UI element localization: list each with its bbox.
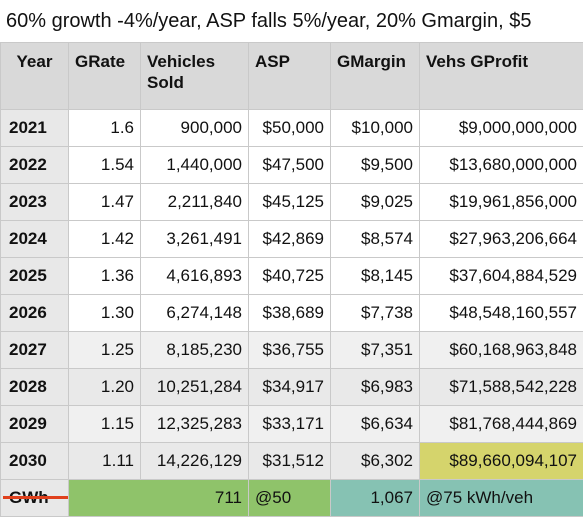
cell-asp[interactable]: $45,125: [249, 184, 331, 221]
cell-asp[interactable]: $34,917: [249, 369, 331, 406]
cell-asp[interactable]: $33,171: [249, 406, 331, 443]
cell-vehicles[interactable]: 8,185,230: [141, 332, 249, 369]
cell-gprofit[interactable]: $60,168,963,848: [420, 332, 583, 369]
cell-year[interactable]: 2024: [1, 221, 69, 258]
cell-gmargin[interactable]: $6,302: [331, 443, 420, 480]
cell-asp[interactable]: $42,869: [249, 221, 331, 258]
cell-grate[interactable]: 1.36: [69, 258, 141, 295]
cell-vehicles[interactable]: 14,226,129: [141, 443, 249, 480]
cell-gprofit[interactable]: $89,660,094,107: [420, 443, 583, 480]
cell-gprofit[interactable]: $81,768,444,869: [420, 406, 583, 443]
cell-asp[interactable]: $31,512: [249, 443, 331, 480]
cell-year[interactable]: 2027: [1, 332, 69, 369]
cell-gprofit[interactable]: $48,548,160,557: [420, 295, 583, 332]
cell-gmargin[interactable]: $9,025: [331, 184, 420, 221]
cell-gmargin[interactable]: $10,000: [331, 110, 420, 147]
cell-gprofit[interactable]: $37,604,884,529: [420, 258, 583, 295]
cell-gmargin[interactable]: $7,351: [331, 332, 420, 369]
cell-vehicles[interactable]: 4,616,893: [141, 258, 249, 295]
cell-year[interactable]: 2021: [1, 110, 69, 147]
cell-gwh-gmargin[interactable]: 1,067: [331, 480, 420, 517]
cell-grate[interactable]: 1.20: [69, 369, 141, 406]
header-vehicles-sold[interactable]: Vehicles Sold: [141, 43, 249, 110]
cell-vehicles[interactable]: 6,274,148: [141, 295, 249, 332]
cell-asp[interactable]: $38,689: [249, 295, 331, 332]
cell-grate[interactable]: 1.6: [69, 110, 141, 147]
header-year[interactable]: Year: [1, 43, 69, 110]
growth-table: Year GRate Vehicles Sold ASP GMargin Veh…: [0, 42, 583, 517]
cell-gmargin[interactable]: $8,574: [331, 221, 420, 258]
cell-year[interactable]: 2028: [1, 369, 69, 406]
cell-asp[interactable]: $36,755: [249, 332, 331, 369]
cell-gwh-label[interactable]: GWh: [1, 480, 69, 517]
cell-vehicles[interactable]: 12,325,283: [141, 406, 249, 443]
cell-vehicles[interactable]: 1,440,000: [141, 147, 249, 184]
cell-gprofit[interactable]: $19,961,856,000: [420, 184, 583, 221]
cell-vehicles[interactable]: 10,251,284: [141, 369, 249, 406]
cell-gprofit[interactable]: $71,588,542,228: [420, 369, 583, 406]
header-asp[interactable]: ASP: [249, 43, 331, 110]
cell-grate[interactable]: 1.42: [69, 221, 141, 258]
header-gmargin[interactable]: GMargin: [331, 43, 420, 110]
cell-grate[interactable]: 1.54: [69, 147, 141, 184]
header-grate[interactable]: GRate: [69, 43, 141, 110]
cell-gmargin[interactable]: $8,145: [331, 258, 420, 295]
cell-gmargin[interactable]: $6,634: [331, 406, 420, 443]
cell-gmargin[interactable]: $9,500: [331, 147, 420, 184]
cell-gprofit[interactable]: $27,963,206,664: [420, 221, 583, 258]
cell-gmargin[interactable]: $7,738: [331, 295, 420, 332]
cell-gmargin[interactable]: $6,983: [331, 369, 420, 406]
cell-vehicles[interactable]: 900,000: [141, 110, 249, 147]
sheet-title: 60% growth -4%/year, ASP falls 5%/year, …: [0, 0, 583, 42]
header-row: Year GRate Vehicles Sold ASP GMargin Veh…: [1, 43, 583, 110]
header-vehs-gprofit[interactable]: Vehs GProfit: [420, 43, 583, 110]
cell-year[interactable]: 2030: [1, 443, 69, 480]
cell-gwh-gprofit[interactable]: @75 kWh/veh: [420, 480, 583, 517]
cell-gwh-vehicles[interactable]: 711: [69, 480, 249, 517]
cell-asp[interactable]: $47,500: [249, 147, 331, 184]
cell-year[interactable]: 2025: [1, 258, 69, 295]
cell-vehicles[interactable]: 2,211,840: [141, 184, 249, 221]
cell-grate[interactable]: 1.30: [69, 295, 141, 332]
cell-year[interactable]: 2029: [1, 406, 69, 443]
cell-grate[interactable]: 1.11: [69, 443, 141, 480]
cell-vehicles[interactable]: 3,261,491: [141, 221, 249, 258]
cell-grate[interactable]: 1.47: [69, 184, 141, 221]
cell-gprofit[interactable]: $13,680,000,000: [420, 147, 583, 184]
cell-grate[interactable]: 1.15: [69, 406, 141, 443]
cell-grate[interactable]: 1.25: [69, 332, 141, 369]
gwh-row: GWh711@501,067@75 kWh/veh: [1, 480, 583, 517]
cell-gprofit[interactable]: $9,000,000,000: [420, 110, 583, 147]
cell-year[interactable]: 2023: [1, 184, 69, 221]
cell-asp[interactable]: $40,725: [249, 258, 331, 295]
cell-year[interactable]: 2026: [1, 295, 69, 332]
cell-asp[interactable]: $50,000: [249, 110, 331, 147]
cell-gwh-asp[interactable]: @50: [249, 480, 331, 517]
cell-year[interactable]: 2022: [1, 147, 69, 184]
